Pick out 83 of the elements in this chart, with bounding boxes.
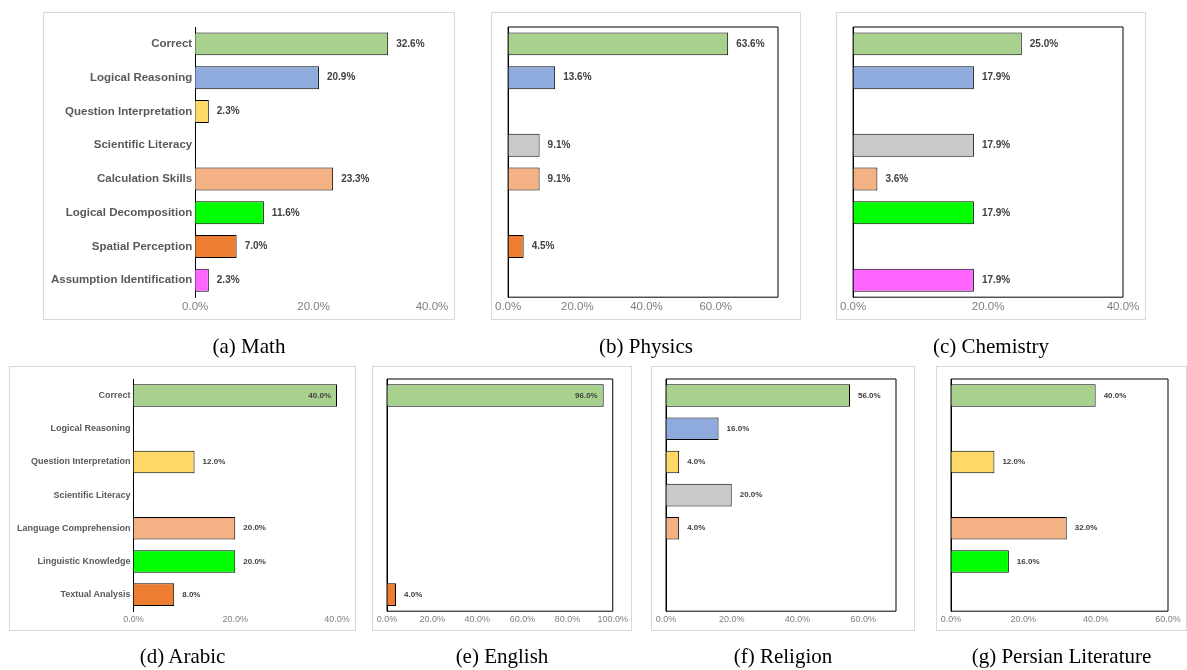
x-tick-label: 0.0% [376, 614, 398, 625]
text: (d) Arabic [138, 644, 227, 669]
x-tick-label: 20.0% [297, 300, 330, 313]
data-label: 17.9% [981, 274, 1011, 286]
data-label: 13.6% [563, 71, 592, 83]
x-tick-label: 0.0% [123, 614, 144, 625]
data-label: 4.5% [531, 240, 555, 252]
data-label: 11.6% [271, 206, 300, 218]
data-label: 17.9% [981, 71, 1011, 83]
x-tick-label: 0.0% [840, 300, 867, 313]
x-tick-label: 60.0% [509, 614, 536, 625]
y-tick-label: Assumption Identification [50, 273, 193, 286]
text: (b) Physics [598, 334, 694, 359]
data-label: 2.3% [216, 274, 240, 286]
x-tick-label: 40.0% [324, 614, 350, 625]
x-tick-label: 20.0% [718, 614, 745, 625]
data-label: 20.0% [739, 490, 763, 500]
data-label: 4.0% [687, 457, 706, 467]
y-tick-label: Calculation Skills [96, 172, 193, 185]
y-tick-label: Linguistic Knowledge [37, 555, 131, 566]
data-label: 12.0% [202, 457, 226, 467]
text: (f) Religion [732, 644, 834, 669]
data-label: 25.0% [1029, 37, 1059, 49]
data-label: 20.0% [243, 523, 266, 533]
x-tick-label: 0.0% [182, 300, 209, 313]
data-label: 9.1% [547, 138, 571, 150]
data-label: 32.6% [396, 37, 425, 49]
x-tick-label: 40.0% [464, 614, 491, 625]
x-tick-label: 20.0% [1010, 614, 1037, 625]
y-tick-label: Scientific Literacy [53, 489, 131, 500]
data-label: 12.0% [1002, 457, 1026, 467]
data-label: 3.6% [885, 172, 909, 184]
text: (a) Math [211, 334, 287, 359]
data-label: 7.0% [244, 240, 268, 252]
data-label: 40.0% [308, 390, 331, 400]
x-tick-label: 40.0% [630, 300, 663, 313]
text: (g) Persian Literature [970, 644, 1153, 669]
data-label: 2.3% [216, 105, 240, 117]
y-tick-label: Scientific Literacy [93, 138, 193, 151]
x-tick-label: 20.0% [222, 614, 249, 625]
x-tick-label: 20.0% [561, 300, 594, 313]
data-label: 9.1% [547, 172, 571, 184]
x-tick-label: 80.0% [554, 614, 581, 625]
y-tick-label: Correct [98, 390, 131, 401]
data-label: 32.0% [1074, 523, 1098, 533]
data-label: 40.0% [1103, 390, 1127, 400]
y-tick-label: Question Interpretation [31, 456, 131, 467]
x-tick-label: 100.0% [597, 614, 628, 625]
data-label: 16.0% [726, 423, 750, 433]
x-tick-label: 40.0% [1082, 614, 1109, 625]
x-tick-label: 0.0% [940, 614, 962, 625]
data-label: 16.0% [1016, 556, 1040, 566]
x-tick-label: 0.0% [655, 614, 677, 625]
text: (e) English [454, 644, 550, 669]
x-tick-label: 60.0% [699, 300, 733, 313]
x-tick-label: 40.0% [784, 614, 811, 625]
x-tick-label: 40.0% [1106, 300, 1140, 313]
y-tick-label: Question Interpretation [65, 104, 193, 117]
data-label: 8.0% [182, 589, 201, 599]
data-label: 17.9% [981, 138, 1011, 150]
x-tick-label: 60.0% [1155, 614, 1181, 625]
y-tick-label: Language Comprehension [17, 522, 131, 533]
data-label: 23.3% [341, 172, 370, 184]
y-tick-label: Correct [151, 37, 193, 50]
text: (c) Chemistry [931, 334, 1051, 359]
data-label: 4.0% [687, 523, 706, 533]
data-label: 20.0% [243, 556, 266, 566]
y-tick-label: Logical Reasoning [89, 70, 193, 83]
y-tick-label: Logical Reasoning [50, 423, 131, 434]
y-tick-label: Logical Decomposition [65, 205, 193, 218]
x-tick-label: 40.0% [415, 300, 449, 313]
data-label: 56.0% [858, 390, 881, 400]
data-label: 63.6% [736, 37, 765, 49]
y-tick-label: Spatial Perception [91, 239, 193, 252]
x-tick-label: 60.0% [850, 614, 876, 625]
x-tick-label: 20.0% [419, 614, 445, 625]
data-label: 4.0% [404, 589, 423, 599]
x-tick-label: 0.0% [495, 300, 522, 313]
data-label: 17.9% [981, 206, 1011, 218]
data-label: 96.0% [575, 390, 598, 400]
y-tick-label: Textual Analysis [60, 589, 131, 600]
x-tick-label: 20.0% [971, 300, 1005, 313]
data-label: 20.9% [326, 71, 356, 83]
